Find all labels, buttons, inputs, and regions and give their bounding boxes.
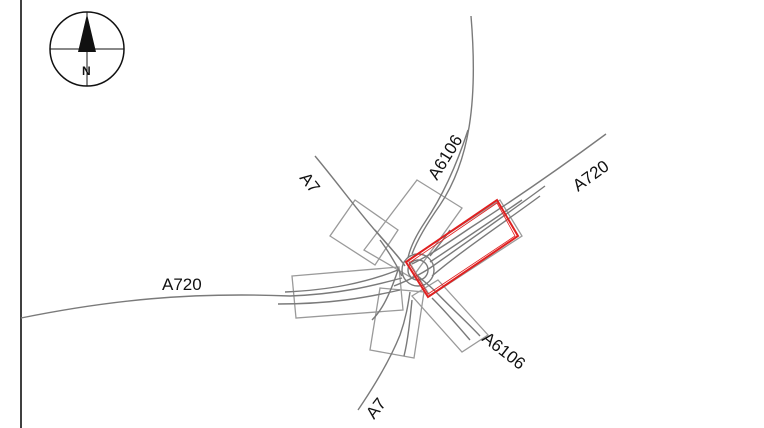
scheme-box-south — [369, 287, 425, 359]
road-a6106-north — [411, 15, 475, 255]
road-label-a720-west: A720 — [162, 275, 202, 294]
road-network — [20, 15, 607, 411]
road-a7-south — [357, 291, 411, 411]
road-label-a6106-south: A6106 — [479, 328, 529, 373]
highlight-box — [404, 198, 520, 299]
road-a6106-south — [417, 275, 481, 337]
scheme-box-se — [410, 279, 489, 353]
north-arrow-icon: N — [49, 11, 125, 87]
road-label-a7-north: A7 — [296, 169, 324, 197]
scheme-box-nw — [329, 199, 399, 266]
road-a720-west — [20, 277, 403, 319]
road-label-a720-east: A720 — [569, 157, 612, 196]
scheme-boxes — [291, 179, 523, 359]
north-label: N — [82, 64, 91, 78]
road-label-a6106-north: A6106 — [424, 131, 466, 183]
